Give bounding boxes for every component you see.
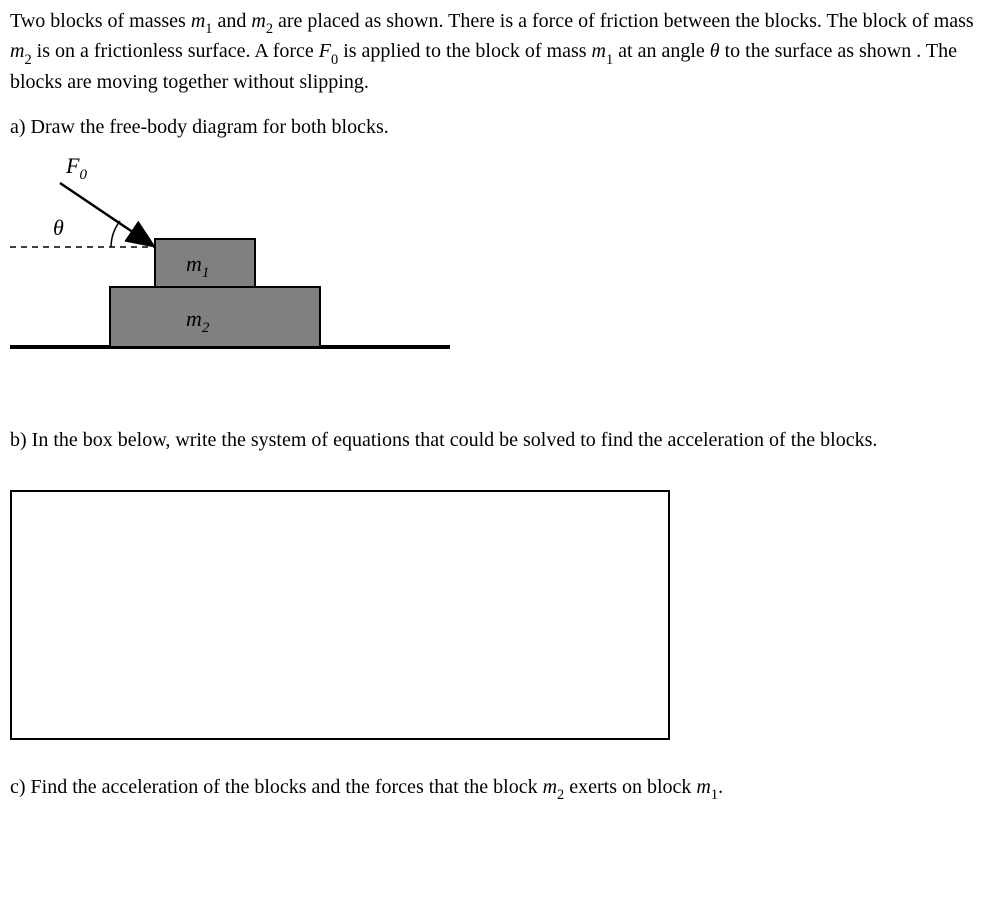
var-F-sub: 0 [331, 52, 338, 68]
var-m1c: m [696, 776, 710, 798]
part-c-label: c) Find the acceleration of the blocks a… [10, 774, 988, 804]
intro-text-4: is on a frictionless surface. A force [37, 40, 319, 62]
var-m2c-sub: 2 [557, 787, 564, 803]
var-m2-sub: 2 [266, 21, 273, 37]
intro-text-2: and [217, 10, 251, 32]
intro-text-5: is applied to the block of mass [343, 40, 591, 62]
var-m1: m [191, 10, 205, 32]
var-m1b: m [592, 40, 606, 62]
part-b-label: b) In the box below, write the system of… [10, 427, 988, 454]
var-m1c-sub: 1 [711, 787, 718, 803]
intro-text-6: at an angle [618, 40, 710, 62]
force-label: F0 [65, 153, 87, 183]
var-m1b-sub: 1 [606, 52, 613, 68]
var-m2b-sub: 2 [24, 52, 31, 68]
force-arrow [60, 183, 152, 245]
var-m2b: m [10, 40, 24, 62]
problem-intro: Two blocks of masses m1 and m2 are place… [10, 8, 988, 96]
var-m1-sub: 1 [205, 21, 212, 37]
part-c-text-2: exerts on block [569, 776, 696, 798]
part-c-text-1: c) Find the acceleration of the blocks a… [10, 776, 543, 798]
part-c-text-3: . [718, 776, 723, 798]
var-F: F [319, 40, 331, 62]
var-m2c: m [543, 776, 557, 798]
answer-box [10, 490, 670, 740]
intro-text-3: are placed as shown. There is a force of… [278, 10, 974, 32]
intro-text-1: Two blocks of masses [10, 10, 191, 32]
theta-arc [111, 221, 120, 247]
var-theta: θ [710, 40, 720, 62]
var-m2: m [251, 10, 265, 32]
block-m2 [110, 287, 320, 347]
part-a-label: a) Draw the free-body diagram for both b… [10, 114, 988, 141]
diagram-svg: F0 θ m1 m2 [10, 147, 450, 367]
blocks-diagram: F0 θ m1 m2 [10, 147, 450, 367]
theta-label: θ [53, 215, 64, 240]
